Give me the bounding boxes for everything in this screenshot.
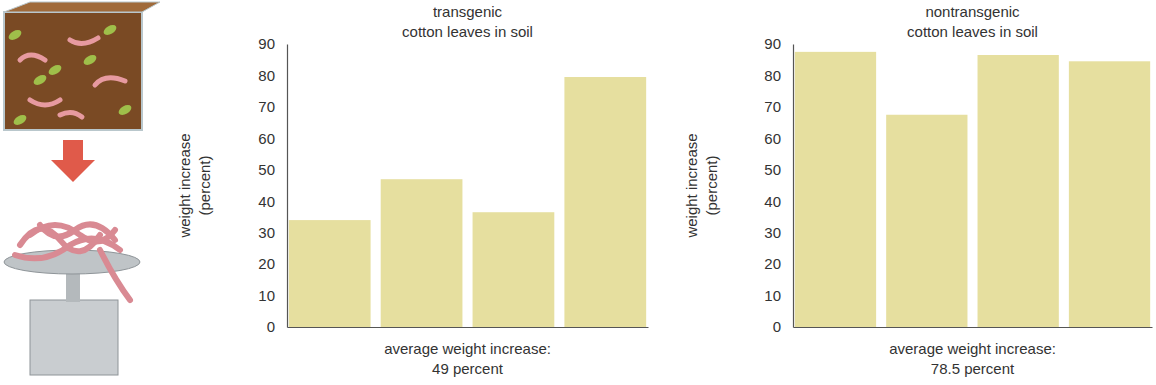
tick-label: 40 <box>764 193 781 210</box>
leaf <box>47 63 63 77</box>
tick: 10 <box>764 287 793 304</box>
tick: 90 <box>258 35 287 52</box>
tick: 10 <box>258 287 287 304</box>
bar <box>1069 61 1150 327</box>
annotation: average weight increase: 78.5 percent <box>889 340 1056 377</box>
tick-label: 30 <box>258 224 275 241</box>
tick: 20 <box>764 255 793 272</box>
annotation-line: 49 percent <box>432 360 504 377</box>
annotation-line: 78.5 percent <box>931 360 1015 377</box>
figure: 0 10 20 30 40 50 60 70 80 90 transgenic cotton leav… <box>0 0 1156 385</box>
bar <box>795 52 876 327</box>
tick: 0 <box>773 318 793 335</box>
tick: 30 <box>764 224 793 241</box>
axis-line <box>794 327 1153 328</box>
chart: 0 10 20 30 40 50 60 70 80 90 nontransgenic cotton l… <box>683 3 1153 377</box>
bars <box>795 52 1150 327</box>
tick-label: 0 <box>267 318 275 335</box>
y-axis-title-line: weight increase <box>176 133 193 238</box>
title: transgenic cotton leaves in soil <box>402 3 533 40</box>
y-axis-title: weight increase(percent) <box>683 133 720 238</box>
tick: 70 <box>258 98 287 115</box>
tick-label: 20 <box>764 255 781 272</box>
tick: 30 <box>258 224 287 241</box>
tick-label: 60 <box>258 130 275 147</box>
worm <box>20 55 45 60</box>
bar <box>564 77 646 327</box>
x-axis <box>794 327 1153 329</box>
leaf <box>32 73 48 87</box>
tick-label: 10 <box>764 287 781 304</box>
leaf <box>82 53 98 67</box>
soil-top <box>4 2 160 12</box>
tick: 60 <box>258 130 287 147</box>
axis-line <box>288 327 649 328</box>
scale-base <box>30 300 118 375</box>
title-line: nontransgenic <box>925 3 1020 20</box>
leaf <box>117 103 133 117</box>
annotation-line: average weight increase: <box>889 340 1056 357</box>
worm <box>95 78 125 85</box>
leaf <box>7 28 23 42</box>
tick: 40 <box>764 193 793 210</box>
tick-label: 90 <box>764 35 781 52</box>
y-axis: 0 10 20 30 40 50 60 70 80 90 <box>258 35 287 335</box>
annotation-line: average weight increase: <box>384 340 551 357</box>
y-axis-title-line: (percent) <box>703 155 720 215</box>
chart: 0 10 20 30 40 50 60 70 80 90 transgenic cotton leav… <box>176 3 649 377</box>
bar <box>289 220 371 327</box>
worm <box>60 112 82 117</box>
tick: 40 <box>258 193 287 210</box>
y-axis: 0 10 20 30 40 50 60 70 80 90 <box>764 35 793 335</box>
axis-line <box>793 45 794 328</box>
axis-line <box>287 45 288 328</box>
x-axis <box>288 327 649 329</box>
tick: 60 <box>764 130 793 147</box>
tick: 80 <box>764 67 793 84</box>
illustration <box>4 2 160 375</box>
tick: 90 <box>764 35 793 52</box>
title-line: cotton leaves in soil <box>402 23 533 40</box>
tick: 50 <box>258 161 287 178</box>
tick-label: 30 <box>764 224 781 241</box>
tick-label: 50 <box>258 161 275 178</box>
tick: 80 <box>258 67 287 84</box>
title-line: transgenic <box>433 3 503 20</box>
tick-label: 80 <box>764 67 781 84</box>
title: nontransgenic cotton leaves in soil <box>907 3 1038 40</box>
bar <box>978 55 1059 327</box>
worm <box>30 100 60 105</box>
worm <box>40 224 115 240</box>
tick-label: 40 <box>258 193 275 210</box>
tick-label: 80 <box>258 67 275 84</box>
bar <box>473 212 555 327</box>
tick: 70 <box>764 98 793 115</box>
scale-plate <box>4 250 140 274</box>
worm <box>70 38 98 44</box>
tick-label: 60 <box>764 130 781 147</box>
tick-label: 0 <box>773 318 781 335</box>
tick-label: 10 <box>258 287 275 304</box>
soil-box <box>4 12 142 130</box>
leaf <box>12 113 28 127</box>
tick-label: 70 <box>258 98 275 115</box>
tick-label: 70 <box>764 98 781 115</box>
tick: 50 <box>764 161 793 178</box>
bar <box>886 115 967 327</box>
leaf <box>102 23 118 37</box>
y-axis-title-line: (percent) <box>196 155 213 215</box>
tick-label: 50 <box>764 161 781 178</box>
title-line: cotton leaves in soil <box>907 23 1038 40</box>
y-axis-title-line: weight increase <box>683 133 700 238</box>
tick: 0 <box>267 318 287 335</box>
arrow <box>51 140 95 182</box>
bar <box>381 179 463 327</box>
tick-label: 90 <box>258 35 275 52</box>
bars <box>289 77 646 327</box>
y-axis-title: weight increase(percent) <box>176 133 213 238</box>
worm <box>100 250 130 300</box>
tick: 20 <box>258 255 287 272</box>
annotation: average weight increase: 49 percent <box>384 340 551 377</box>
tick-label: 20 <box>258 255 275 272</box>
